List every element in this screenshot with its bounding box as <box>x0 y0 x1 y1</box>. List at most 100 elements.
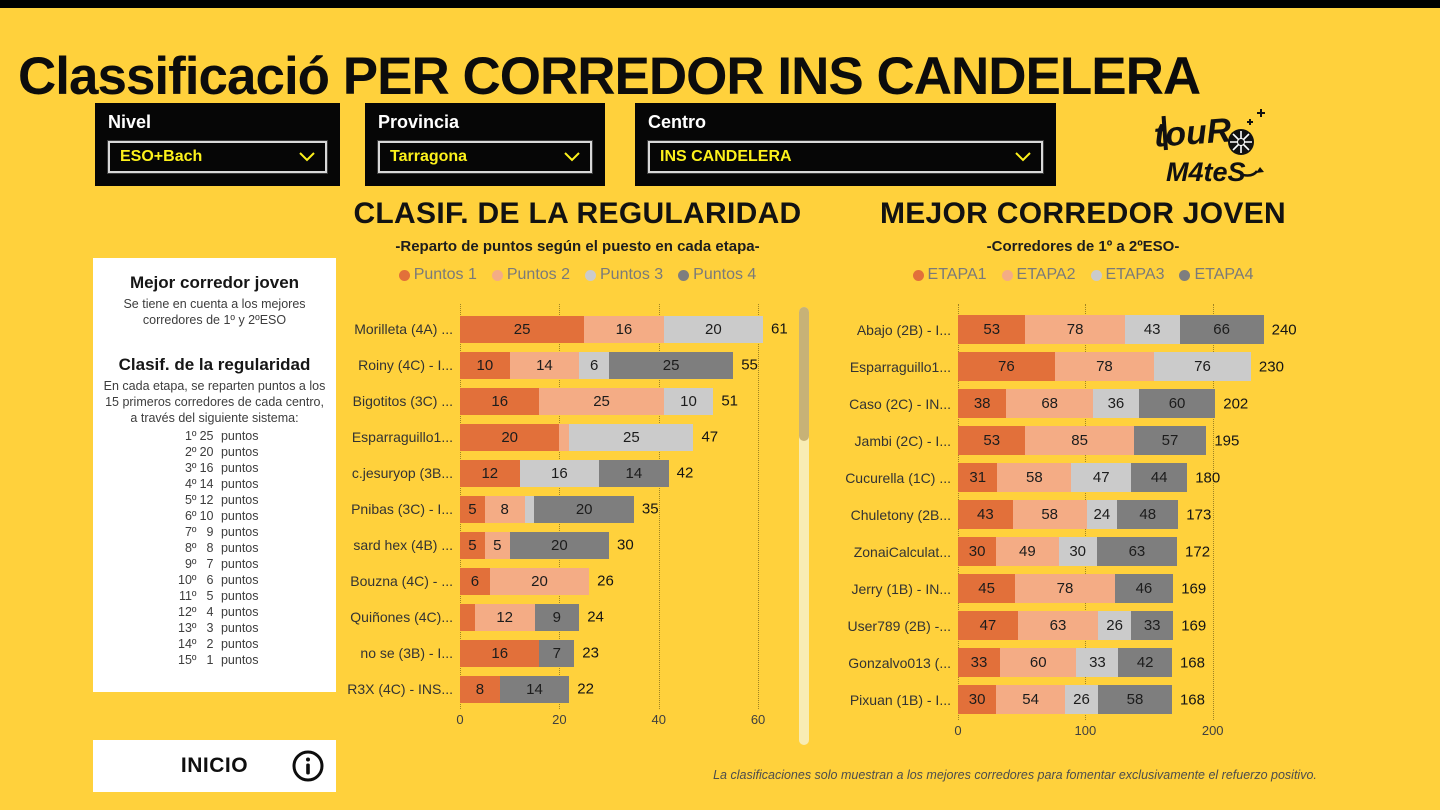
bar-segment[interactable]: 60 <box>1000 648 1077 677</box>
chart-scrollbar-thumb[interactable] <box>799 307 809 441</box>
legend-item[interactable]: ETAPA3 <box>1090 266 1164 284</box>
bar-row: ZonaiCalculat... 30 49 30 63 172 <box>838 533 1328 570</box>
bar-segment[interactable]: 14 <box>599 459 669 487</box>
bar-segment[interactable] <box>559 423 570 451</box>
bar-segment[interactable]: 85 <box>1025 426 1134 455</box>
bar-segment[interactable]: 47 <box>958 611 1018 640</box>
bar-segment[interactable]: 16 <box>584 315 664 343</box>
filter-centro-value: INS CANDELERA <box>660 148 792 165</box>
bar-plot: 53 85 57 195 <box>958 422 1328 459</box>
info-icon[interactable] <box>291 749 325 783</box>
bar-segment[interactable]: 58 <box>1098 685 1172 714</box>
bar-segment[interactable]: 33 <box>1076 648 1119 677</box>
bar-segment[interactable]: 58 <box>997 463 1072 492</box>
bar-segment[interactable]: 25 <box>569 423 694 451</box>
bar-segment[interactable]: 30 <box>1058 537 1097 566</box>
bar-segment[interactable]: 8 <box>484 495 525 523</box>
bar-segment[interactable]: 5 <box>460 495 485 523</box>
bar-segment[interactable]: 24 <box>1086 500 1118 529</box>
bar-segment[interactable]: 53 <box>958 426 1026 455</box>
bar-segment[interactable]: 20 <box>509 531 609 559</box>
bar-segment[interactable]: 49 <box>996 537 1059 566</box>
bar-segment[interactable]: 20 <box>460 423 560 451</box>
bar-segment[interactable]: 9 <box>534 603 580 631</box>
bar-segment[interactable]: 36 <box>1092 389 1139 418</box>
filter-nivel-select[interactable]: ESO+Bach <box>107 140 328 174</box>
bar-segment[interactable]: 30 <box>958 537 997 566</box>
bar-segment[interactable]: 25 <box>460 315 585 343</box>
bar-segment[interactable]: 16 <box>519 459 600 487</box>
bar-segment[interactable]: 44 <box>1131 463 1188 492</box>
bar-segment[interactable]: 16 <box>460 387 540 415</box>
bar-segment[interactable]: 10 <box>663 387 714 415</box>
bar-segment[interactable]: 46 <box>1114 574 1174 603</box>
bar-segment[interactable]: 76 <box>958 352 1055 381</box>
bar-segment[interactable]: 14 <box>509 351 580 379</box>
bar-segment[interactable]: 5 <box>484 531 510 559</box>
bar-segment[interactable]: 33 <box>1131 611 1174 640</box>
inicio-button[interactable]: INICIO <box>93 740 336 792</box>
bar-segment[interactable]: 5 <box>460 531 485 559</box>
bar-segment[interactable]: 25 <box>609 351 734 379</box>
filter-provincia-select[interactable]: Tarragona <box>377 140 593 174</box>
bar-segment[interactable]: 54 <box>996 685 1065 714</box>
bar-total-label: 180 <box>1195 469 1221 486</box>
bar-segment[interactable]: 58 <box>1012 500 1087 529</box>
bar-segment[interactable]: 33 <box>958 648 1001 677</box>
legend-item[interactable]: Puntos 3 <box>585 266 663 284</box>
legend-item[interactable]: ETAPA1 <box>912 266 987 284</box>
bar-segment[interactable]: 53 <box>958 315 1026 344</box>
bar-segment[interactable]: 16 <box>460 639 540 667</box>
bar-segment[interactable]: 20 <box>534 495 634 523</box>
bar-plot: 5 5 20 30 <box>460 527 810 563</box>
bar-segment[interactable]: 20 <box>489 567 590 595</box>
bar-segment[interactable]: 14 <box>499 675 570 703</box>
chart-scrollbar-track[interactable] <box>799 307 809 745</box>
legend-item[interactable]: Puntos 2 <box>491 266 570 284</box>
bar-segment[interactable]: 60 <box>1138 389 1216 418</box>
bar-total-label: 42 <box>676 464 694 482</box>
bar-segment[interactable]: 38 <box>958 389 1007 418</box>
legend-item[interactable]: ETAPA2 <box>1001 266 1076 284</box>
bar-segment[interactable]: 10 <box>460 351 510 379</box>
bar-segment[interactable]: 8 <box>460 675 500 703</box>
bar-segment[interactable]: 45 <box>958 574 1016 603</box>
bar-segment[interactable]: 20 <box>663 315 763 343</box>
bar-segment[interactable]: 78 <box>1015 574 1115 603</box>
bar-segment[interactable]: 25 <box>539 387 664 415</box>
bar-segment[interactable]: 12 <box>460 459 520 487</box>
bar-segment[interactable]: 63 <box>1017 611 1099 640</box>
filter-centro-select[interactable]: INS CANDELERA <box>647 140 1044 174</box>
bar-segment[interactable]: 31 <box>958 463 998 492</box>
bar-segment[interactable]: 57 <box>1133 426 1207 455</box>
bar-plot: 38 68 36 60 202 <box>958 385 1328 422</box>
bar-segment[interactable]: 47 <box>1071 463 1132 492</box>
legend-item[interactable]: Puntos 4 <box>678 266 756 284</box>
bar-segment[interactable]: 68 <box>1006 389 1093 418</box>
bar-segment[interactable]: 6 <box>579 351 610 379</box>
bar-segment[interactable]: 30 <box>958 685 997 714</box>
bar-segment[interactable] <box>460 603 475 631</box>
bar-segment[interactable]: 66 <box>1179 315 1264 344</box>
bar-segment[interactable]: 26 <box>1098 611 1132 640</box>
bar-segment[interactable]: 48 <box>1117 500 1179 529</box>
bar-segment[interactable]: 26 <box>1064 685 1099 714</box>
bar-row: no se (3B) - I... 16 7 23 <box>345 635 810 671</box>
legend-item[interactable]: ETAPA4 <box>1179 266 1253 284</box>
bar-segment[interactable]: 12 <box>474 603 535 631</box>
bar-segment[interactable]: 7 <box>539 639 575 667</box>
bar-segment[interactable]: 6 <box>460 567 490 595</box>
bar-segment[interactable]: 63 <box>1096 537 1178 566</box>
points-scale-row: 10º 6 puntos <box>178 573 259 587</box>
bar-row: Pixuan (1B) - I... 30 54 26 58 168 <box>838 681 1328 718</box>
bar-segment[interactable]: 76 <box>1154 352 1251 381</box>
bar-segment[interactable] <box>524 495 535 523</box>
bar-segment[interactable]: 43 <box>958 500 1013 529</box>
panel-section1-title: Mejor corredor joven <box>129 273 300 292</box>
bar-segment[interactable]: 43 <box>1124 315 1180 344</box>
legend-label: Puntos 2 <box>506 266 570 283</box>
bar-segment[interactable]: 78 <box>1025 315 1125 344</box>
legend-item[interactable]: Puntos 1 <box>398 266 477 284</box>
bar-segment[interactable]: 42 <box>1118 648 1172 677</box>
bar-segment[interactable]: 78 <box>1054 352 1155 381</box>
